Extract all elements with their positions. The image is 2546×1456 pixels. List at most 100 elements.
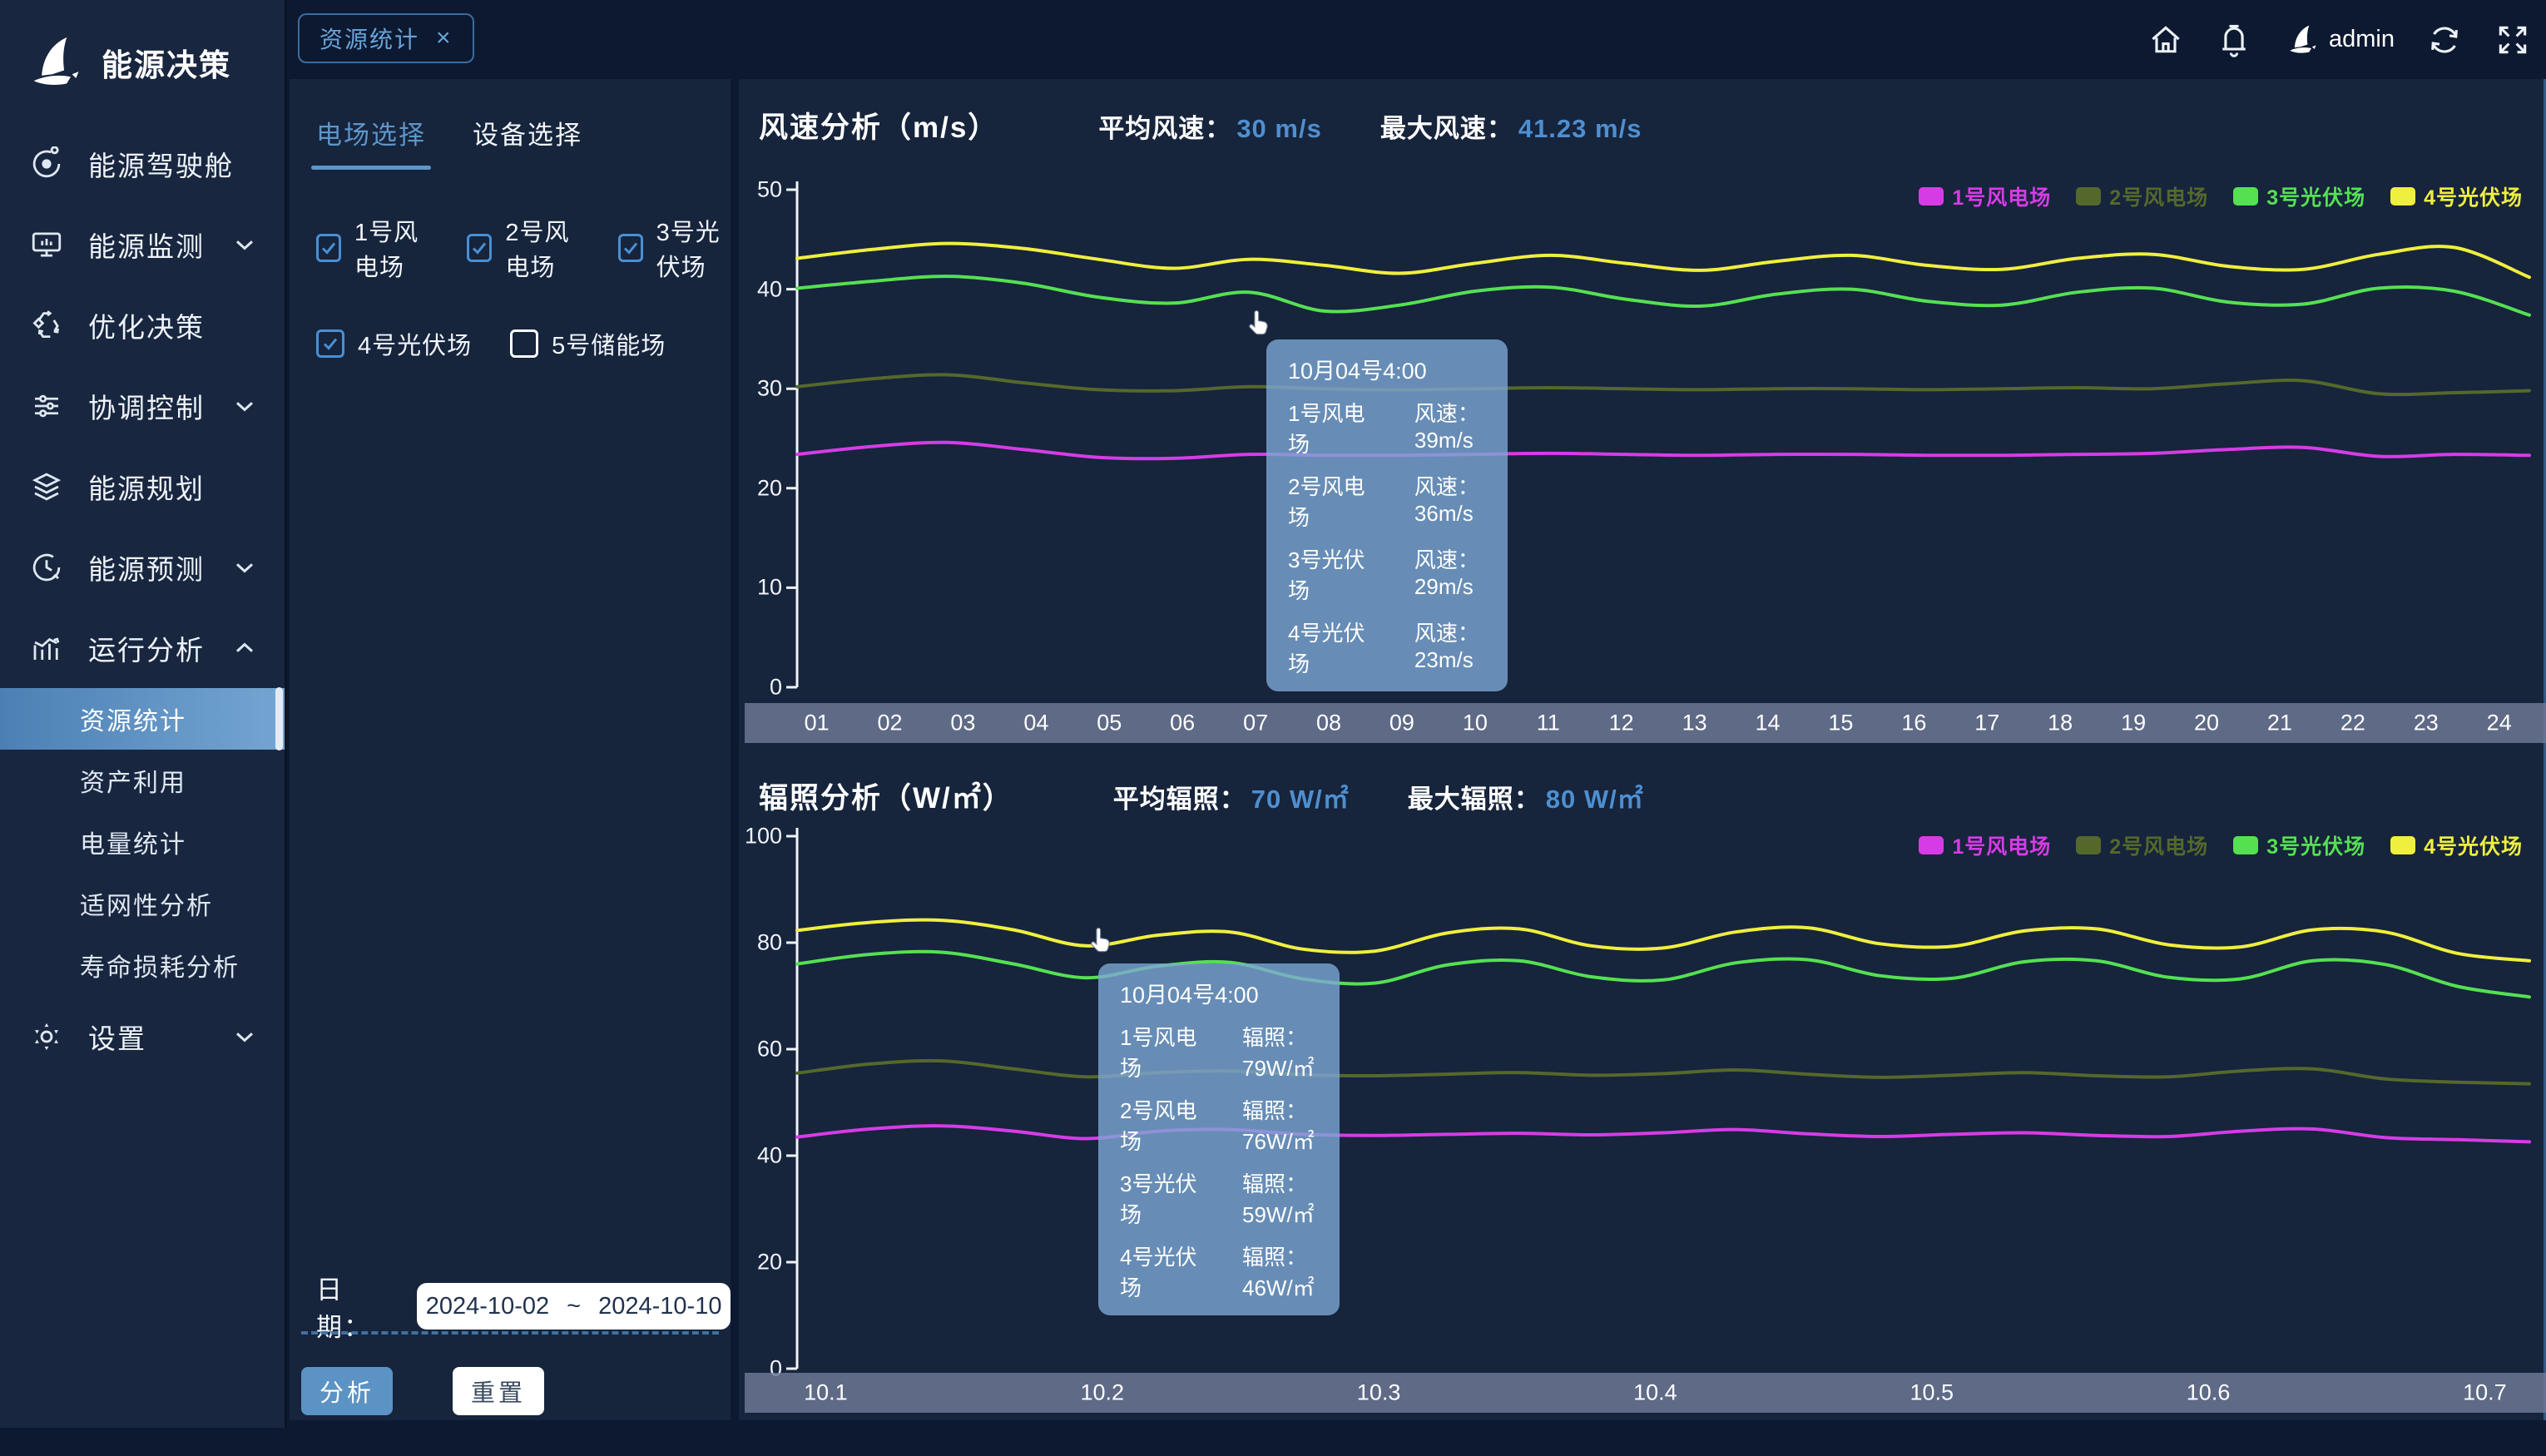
series-line-4号光伏场 (795, 241, 2531, 280)
farm-checkbox-5号储能场[interactable]: 5号储能场 (510, 326, 666, 361)
x-axis-label: 10.5 (1910, 1379, 1954, 1405)
x-axis-band[interactable]: 10.1 10.2 10.3 10.4 10.5 10.6 10.7 (745, 1373, 2546, 1413)
sidebar-scrollbar[interactable] (275, 687, 283, 750)
legend-swatch (2390, 836, 2416, 854)
x-axis-label: 01 (804, 710, 830, 735)
wind-speed-chart[interactable]: 1号风电场 2号风电场 3号光伏场 4号光伏场 0 10 20 30 40 50 01 02 03 04 0… (739, 175, 2546, 757)
sidebar-subitem-寿命损耗分析[interactable]: 寿命损耗分析 (80, 954, 240, 982)
sidebar-item-3[interactable]: 协调控制 (0, 365, 285, 446)
tooltip-row: 2号风电场 辐照：76W/㎡ (1120, 1098, 1315, 1154)
farm-checkbox-4号光伏场[interactable]: 4号光伏场 (316, 326, 472, 361)
date-end[interactable]: 2024-10-10 (598, 1292, 722, 1320)
sidebar-item-4[interactable]: 能源规划 (0, 446, 285, 527)
home-icon[interactable] (2147, 22, 2184, 58)
x-axis-label: 17 (1974, 710, 2000, 735)
tab-resource-stats[interactable]: 资源统计 × (298, 13, 474, 63)
tooltip-title: 10月04号4:00 (1120, 983, 1259, 1008)
sidebar-item-1[interactable]: 能源监测 (0, 204, 285, 285)
checkbox-checked-icon[interactable] (467, 234, 493, 262)
series-line-4号光伏场 (795, 918, 2531, 963)
plot-area[interactable] (739, 824, 2546, 1456)
x-axis-label: 12 (1608, 710, 1634, 735)
x-axis-label: 16 (1901, 710, 1927, 735)
legend-item-4号光伏场[interactable]: 4号光伏场 (2390, 181, 2523, 211)
y-axis-label: 40 (756, 276, 782, 302)
x-axis-label: 19 (2121, 710, 2147, 735)
filter-tab-0[interactable]: 电场选择 (311, 114, 431, 170)
sidebar-subitem-资源统计[interactable]: 资源统计 (0, 688, 285, 750)
tab-label: 资源统计 (319, 27, 420, 52)
analyze-button[interactable]: 分析 (301, 1367, 394, 1415)
checkbox-checked-icon[interactable] (316, 234, 341, 262)
legend-item-1号风电场[interactable]: 1号风电场 (1919, 181, 2051, 211)
sidebar-menu: 能源驾驶舱 能源监测 优化决策 协调控制能源规划能源预测 运行分析 资源统计资产利用电量统… (0, 123, 285, 1077)
farm-label: 3号光伏场 (656, 220, 721, 281)
legend: 1号风电场 2号风电场 3号光伏场 4号光伏场 (1919, 181, 2523, 211)
irradiance-chart-header: 辐照分析（W/㎡） 平均辐照： 70 W/㎡ 最大辐照： 80 W/㎡ (759, 775, 1644, 817)
x-axis-label: 07 (1243, 710, 1269, 735)
legend-item-4号光伏场[interactable]: 4号光伏场 (2390, 830, 2523, 860)
legend-label: 1号风电场 (1952, 835, 2052, 859)
bell-icon[interactable] (2216, 22, 2252, 58)
sidebar-item-label: 能源规划 (88, 473, 205, 504)
date-label: 日期： (316, 1275, 371, 1342)
reset-button[interactable]: 重置 (453, 1367, 545, 1415)
sidebar-subitem-电量统计[interactable]: 电量统计 (80, 831, 186, 859)
x-axis-band[interactable]: 01 02 03 04 05 06 07 08 09 10 11 12 13 14 15 16 17 18 19 20… (745, 703, 2546, 743)
checkbox-checked-icon[interactable] (617, 234, 643, 262)
checkbox-checked-icon[interactable] (316, 329, 344, 358)
legend-item-3号光伏场[interactable]: 3号光伏场 (2233, 830, 2365, 860)
sidebar-item-7[interactable]: 设置 (0, 996, 285, 1077)
tooltip-row: 1号风电场 辐照：79W/㎡ (1120, 1025, 1315, 1081)
series-line-1号风电场 (795, 1124, 2531, 1144)
farm-label: 4号光伏场 (358, 333, 473, 359)
sidebar-item-0[interactable]: 能源驾驶舱 (0, 123, 285, 204)
y-axis-line (786, 828, 799, 1370)
legend-item-2号风电场[interactable]: 2号风电场 (2076, 830, 2208, 860)
x-axis-label: 14 (1755, 710, 1781, 735)
tooltip-row: 2号风电场 风速：36m/s (1288, 474, 1479, 530)
chevron-down-icon (230, 230, 260, 260)
y-axis-label: 60 (756, 1036, 782, 1062)
x-axis-label: 10.2 (1080, 1379, 1125, 1405)
chart-tooltip: 10月04号4:00 1号风电场 辐照：79W/㎡ 2号风电场 辐照：76W/㎡ 3号光伏… (1098, 963, 1340, 1315)
farm-checkbox-1号风电场[interactable]: 1号风电场 (316, 213, 428, 283)
user-chip[interactable]: admin (2284, 22, 2395, 58)
date-separator: ~ (567, 1292, 582, 1320)
sidebar-subitem-适网性分析[interactable]: 适网性分析 (80, 893, 213, 920)
legend-swatch (2076, 187, 2102, 206)
legend-swatch (1919, 187, 1944, 206)
checkbox-unchecked-icon[interactable] (510, 329, 539, 358)
irradiance-chart[interactable]: 1号风电场 2号风电场 3号光伏场 4号光伏场 0 20 40 60 80 100 10.1 10.2… (739, 824, 2546, 1456)
sidebar-item-5[interactable]: 能源预测 (0, 527, 285, 607)
stat: 平均辐照： 70 W/㎡ (1112, 785, 1350, 814)
farm-checkbox-group: 1号风电场 2号风电场 3号光伏场 4号光伏场 5号储能场 (290, 213, 731, 361)
y-axis-label: 100 (744, 823, 782, 849)
legend-label: 1号风电场 (1952, 186, 2052, 210)
farm-checkbox-3号光伏场[interactable]: 3号光伏场 (617, 213, 731, 283)
legend-item-2号风电场[interactable]: 2号风电场 (2076, 181, 2208, 211)
sidebar-item-6[interactable]: 运行分析 (0, 607, 285, 688)
date-start[interactable]: 2024-10-02 (425, 1292, 550, 1320)
legend-item-3号光伏场[interactable]: 3号光伏场 (2233, 181, 2365, 211)
refresh-icon[interactable] (2426, 22, 2463, 58)
legend: 1号风电场 2号风电场 3号光伏场 4号光伏场 (1919, 830, 2523, 860)
y-axis-label: 0 (769, 674, 782, 700)
farm-checkbox-2号风电场[interactable]: 2号风电场 (467, 213, 579, 283)
legend-item-1号风电场[interactable]: 1号风电场 (1919, 830, 2051, 860)
monitor-icon (28, 226, 65, 263)
chevron-down-icon (230, 1022, 260, 1052)
sidebar-item-2[interactable]: 优化决策 (0, 285, 285, 365)
date-range-input[interactable]: 2024-10-02 ~ 2024-10-10 (417, 1283, 731, 1330)
fullscreen-icon[interactable] (2494, 22, 2531, 58)
farm-label: 1号风电场 (354, 220, 419, 281)
x-axis-label: 11 (1536, 710, 1560, 735)
x-axis-label: 24 (2486, 710, 2512, 735)
x-axis-label: 03 (950, 710, 976, 735)
x-axis-label: 10.7 (2463, 1379, 2507, 1405)
sidebar-subitem-资产利用[interactable]: 资产利用 (80, 770, 186, 797)
plot-area[interactable] (739, 175, 2546, 757)
filter-tab-1[interactable]: 设备选择 (473, 121, 582, 150)
chart-panel: 风速分析（m/s） 平均风速： 30 m/s 最大风速： 41.23 m/s 1号风电… (739, 79, 2546, 1420)
close-icon[interactable]: × (436, 24, 453, 52)
